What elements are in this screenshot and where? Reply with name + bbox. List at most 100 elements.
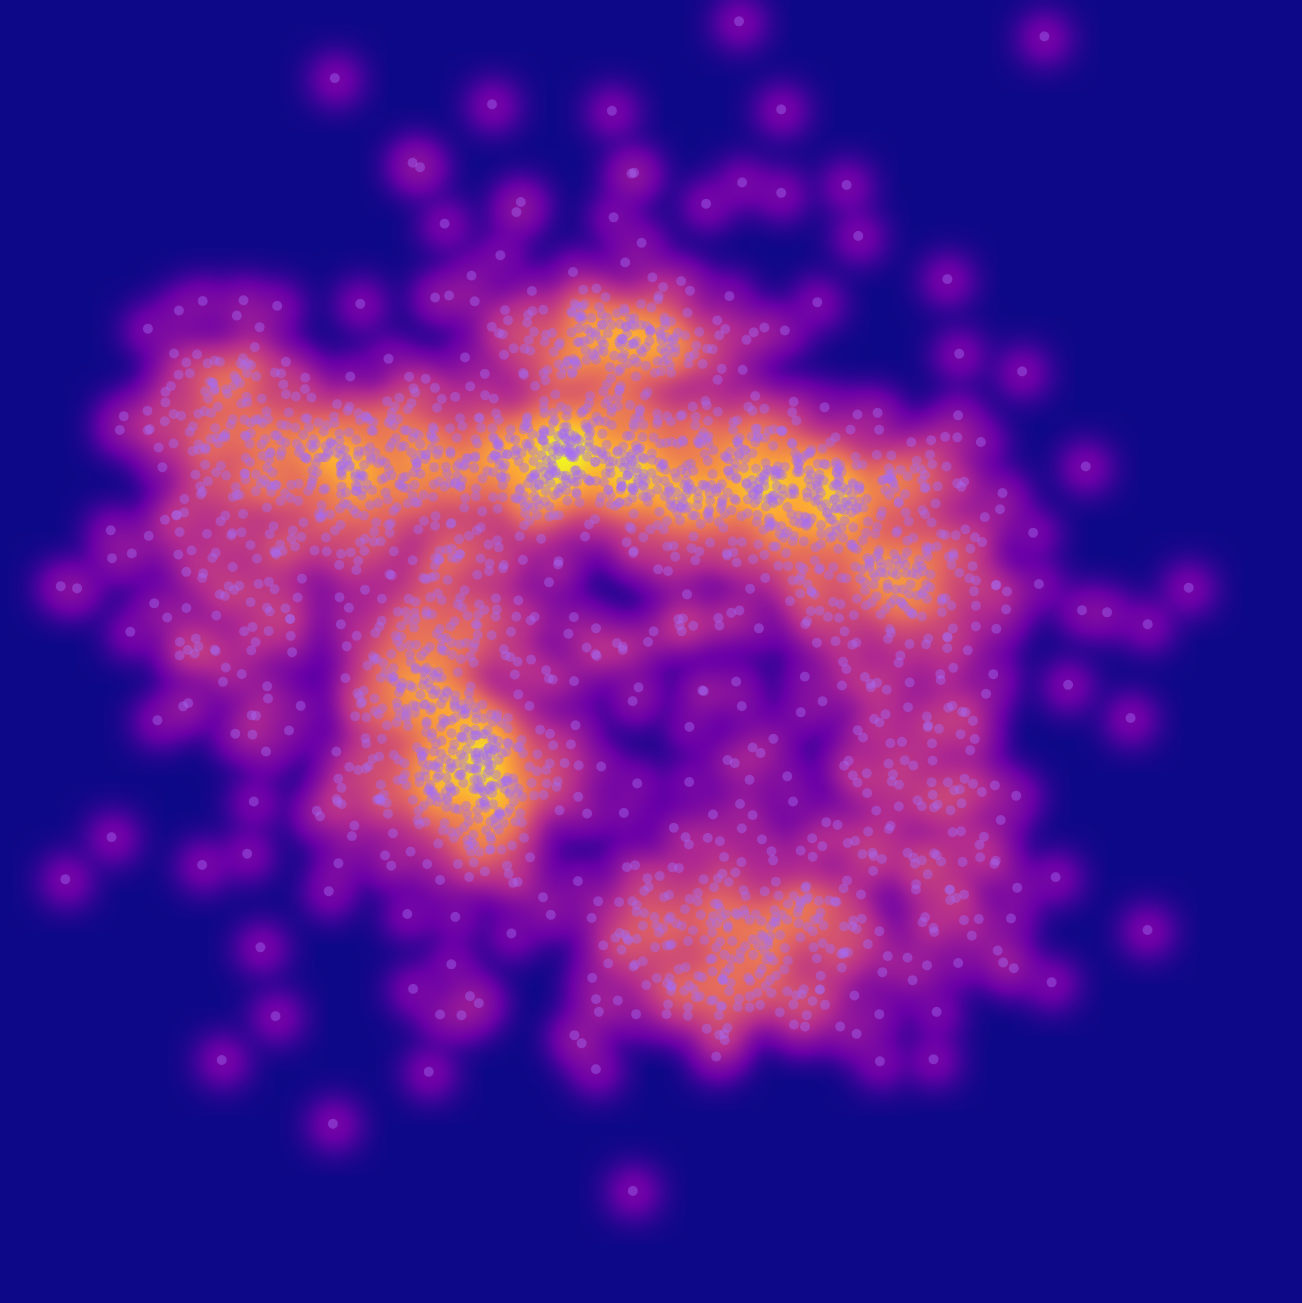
data-point: [523, 422, 534, 433]
data-point: [515, 197, 526, 207]
data-point: [724, 291, 735, 302]
data-point: [612, 447, 623, 457]
data-point: [393, 754, 404, 765]
data-point: [895, 464, 906, 475]
data-point: [671, 918, 682, 929]
data-point: [552, 440, 563, 451]
data-point: [760, 458, 771, 469]
data-point: [482, 768, 493, 779]
data-point: [902, 535, 913, 546]
data-point: [821, 817, 832, 828]
data-point: [447, 543, 457, 554]
data-point: [548, 407, 559, 418]
data-point: [351, 630, 362, 641]
data-point: [650, 942, 661, 953]
data-point: [794, 902, 805, 913]
data-point: [392, 606, 403, 617]
data-point: [200, 444, 211, 455]
data-point: [641, 980, 652, 990]
data-point: [408, 983, 419, 994]
data-point: [720, 967, 731, 978]
data-point: [484, 784, 495, 795]
data-point: [451, 553, 462, 564]
data-point: [847, 479, 858, 490]
data-point: [527, 473, 538, 484]
data-point: [768, 955, 779, 966]
data-point: [488, 432, 498, 443]
data-point: [907, 609, 918, 620]
data-point: [483, 742, 494, 753]
data-point: [624, 339, 635, 350]
data-point: [190, 633, 201, 644]
data-point: [183, 698, 194, 709]
data-point: [450, 690, 461, 701]
data-point: [945, 884, 956, 895]
data-point: [523, 309, 534, 320]
data-point: [779, 461, 790, 472]
data-point: [238, 295, 249, 306]
data-point: [414, 819, 425, 830]
data-point: [876, 854, 887, 864]
data-point: [489, 781, 500, 792]
data-point: [420, 574, 431, 585]
data-point: [425, 705, 436, 715]
data-point: [526, 654, 537, 665]
data-point: [621, 328, 632, 339]
data-point: [589, 350, 600, 361]
data-point: [506, 626, 516, 637]
data-point: [351, 565, 362, 575]
data-point: [773, 560, 784, 571]
data-point: [634, 412, 645, 423]
data-point: [378, 789, 389, 800]
data-point: [997, 488, 1008, 498]
data-point: [540, 375, 551, 386]
data-point: [766, 846, 777, 857]
data-point: [407, 682, 418, 693]
data-point: [493, 328, 504, 339]
data-point: [469, 462, 480, 473]
data-point: [665, 981, 676, 992]
data-point: [388, 663, 399, 674]
data-point: [429, 746, 440, 757]
data-point: [868, 865, 879, 876]
data-point: [569, 431, 580, 442]
data-point: [407, 555, 418, 566]
data-point: [640, 476, 651, 487]
data-point: [874, 1009, 885, 1020]
data-point: [502, 712, 513, 723]
data-point: [854, 483, 865, 494]
data-point: [751, 516, 762, 527]
data-point: [766, 988, 777, 998]
data-point: [605, 499, 616, 510]
data-point: [901, 547, 912, 558]
data-point: [375, 779, 386, 790]
data-point: [1046, 977, 1057, 988]
data-point: [441, 544, 452, 555]
data-point: [388, 749, 399, 760]
data-point: [246, 645, 257, 656]
data-point: [1142, 619, 1153, 630]
data-point: [397, 677, 408, 688]
data-point: [454, 639, 465, 650]
data-point: [730, 495, 741, 506]
data-point: [502, 808, 512, 818]
data-point: [925, 449, 936, 460]
data-point: [456, 769, 467, 780]
data-point: [927, 755, 938, 766]
data-point: [594, 345, 605, 355]
data-point: [957, 706, 968, 717]
data-point: [699, 449, 710, 459]
data-point: [575, 445, 586, 456]
data-point: [897, 598, 908, 609]
data-point: [651, 474, 662, 485]
data-point: [847, 770, 858, 781]
data-point: [841, 664, 852, 675]
data-point: [355, 415, 365, 426]
data-point: [798, 536, 809, 547]
data-point: [711, 486, 722, 497]
data-point: [942, 631, 953, 642]
data-point: [728, 417, 739, 427]
data-point: [430, 571, 441, 582]
data-point: [882, 579, 893, 590]
